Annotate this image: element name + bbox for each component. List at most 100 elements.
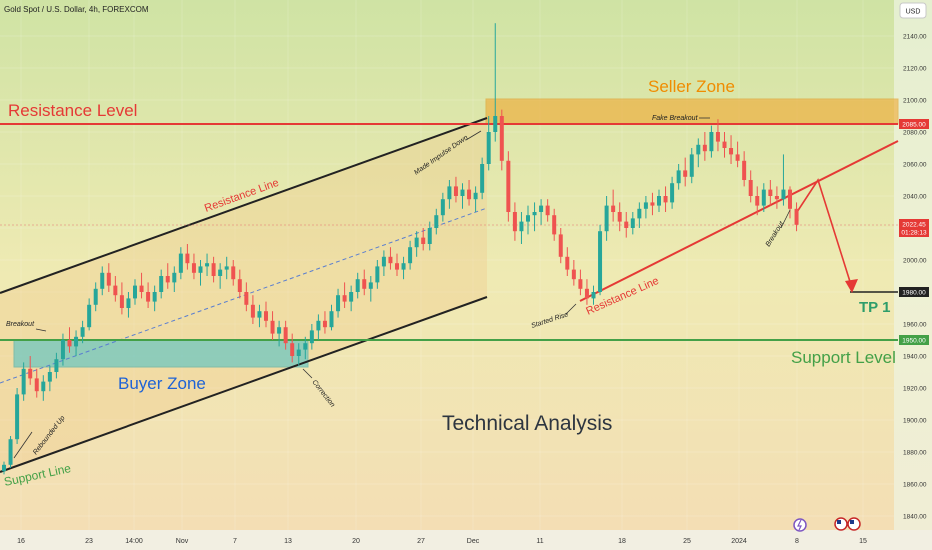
candle-body [742,160,747,180]
candle-body [126,298,131,308]
candle-body [565,256,570,270]
candle-body [735,154,740,161]
candle-body [794,208,799,225]
time-tick-label: 16 [17,538,25,545]
rising-resistance-line[interactable] [579,140,899,302]
projection-path[interactable] [796,178,853,289]
candle-body [21,368,26,395]
time-tick-label: 14:00 [125,538,143,545]
price-tick-label: 1960.00 [903,322,927,329]
candle-body [414,237,419,248]
candle-body [748,180,753,196]
support-level-label: Support Level [791,348,896,367]
currency-button-box[interactable] [899,2,927,19]
candle-body [709,132,714,152]
candle-body [440,199,445,216]
candle-body [119,295,124,308]
candle-body [303,343,308,350]
seller-zone-box[interactable] [485,98,899,125]
candle-body [788,189,792,209]
candle-body [159,276,164,292]
candle-body [460,189,465,196]
time-tick-label: 11 [536,538,543,545]
candle-body [643,202,648,209]
candle-body [388,256,393,264]
candle-body [584,288,589,299]
candle-body [480,164,485,193]
candle-body [362,279,367,289]
us-flag-icon-field [850,520,854,524]
symbol-title: Gold Spot / U.S. Dollar, 4h, FOREXCOM [4,5,149,14]
candle-body [250,304,255,318]
candle-body [781,189,786,200]
candle-body [683,170,688,177]
candle-body [467,189,472,200]
candle-body [598,231,603,292]
candle-body [296,349,301,356]
candle-body [473,192,478,200]
channel-lower-line[interactable] [0,296,488,473]
candle-body [729,148,734,155]
rebounded-arrow [13,431,33,459]
candle-body [755,196,760,206]
candle-body [139,285,144,292]
price-tick-label: 1840.00 [903,514,927,521]
candle-body [499,116,504,161]
tp1-price-tag-text: 1980.00 [902,290,926,297]
candle-body [8,439,13,465]
candle-body [342,295,347,302]
price-tick-label: 2000.00 [903,258,927,265]
time-tick-label: 7 [233,538,237,545]
candle-body [237,279,242,292]
candle-body [205,263,210,267]
technical-analysis-title: Technical Analysis [442,412,612,435]
candle-body [146,292,151,302]
price-tick-label: 2040.00 [903,194,927,201]
time-tick-label: 25 [683,538,691,545]
candle-body [702,144,707,152]
candle-body [421,237,426,244]
buyer-zone-label: Buyer Zone [118,374,206,393]
candle-body [493,116,498,132]
candle-body [224,266,229,270]
candle-body [100,272,105,289]
channel-upper-line[interactable] [0,117,488,294]
candle-body [526,215,530,222]
lightning-icon[interactable] [793,518,807,532]
price-axis-panel [894,0,932,530]
candle-body [381,256,386,267]
projection-arrowhead [845,279,858,293]
currency-button[interactable]: USD [899,2,927,19]
started-rise-arrow [565,303,577,315]
candle-body [34,378,39,392]
channel-fill [0,118,487,472]
candle-body [2,464,6,472]
price-tick-label: 2080.00 [903,130,927,137]
resistance-price-tag-text: 2085.00 [902,122,926,129]
lightning-icon-glyph [797,519,802,531]
tp1-label: TP 1 [859,299,890,316]
candle-body [552,215,557,235]
candle-body [277,327,282,334]
currency-button-label[interactable]: USD [906,9,921,16]
candle-body [657,196,661,206]
candle-body [316,320,321,331]
price-tick-label: 2100.00 [903,98,927,105]
price-tick-label: 1880.00 [903,450,927,457]
candlestick-series [2,23,799,475]
candle-body [349,292,354,302]
candle-body [336,295,341,312]
candle-body [28,368,33,379]
candle-body [211,263,216,276]
resistance-level-label: Resistance Level [8,101,137,120]
price-tick-label: 1860.00 [903,482,927,489]
candle-body [15,394,20,440]
time-axis-panel [0,530,932,550]
candle-body [604,205,609,232]
tp1-price-tag [899,287,929,297]
candle-body [447,186,452,200]
seller-zone-label: Seller Zone [648,77,735,96]
correction-arrow [302,368,313,379]
event-icons [793,517,861,532]
